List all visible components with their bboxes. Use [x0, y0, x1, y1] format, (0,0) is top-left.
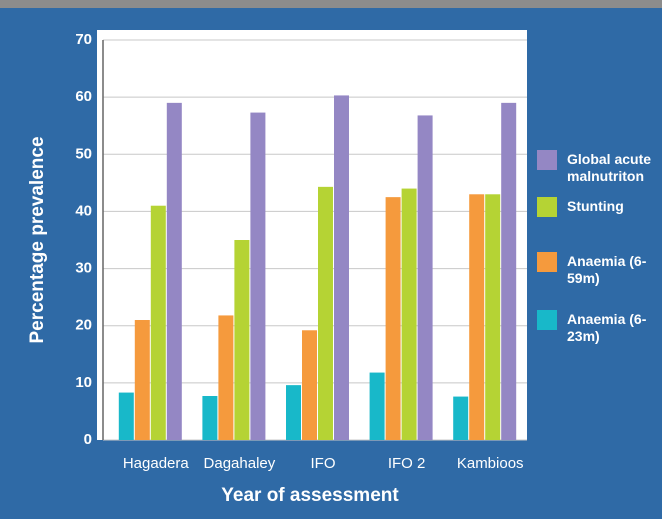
x-tick-label: Kambioos — [457, 455, 524, 472]
bar — [485, 194, 501, 440]
legend-label: Global acute malnutriton — [567, 151, 652, 184]
bar — [218, 315, 234, 440]
bar — [286, 385, 301, 440]
x-tick-label: IFO — [311, 455, 336, 472]
y-tick-label: 20 — [75, 317, 92, 334]
legend-swatch — [537, 197, 557, 217]
bar — [369, 372, 385, 440]
x-tick-label: IFO 2 — [388, 455, 426, 472]
legend-swatch — [537, 310, 557, 330]
x-tick-label: Dagahaley — [204, 455, 276, 472]
bar — [302, 330, 317, 440]
legend-swatch — [537, 150, 557, 170]
bar — [385, 197, 401, 440]
legend-swatch — [537, 252, 557, 272]
bar — [150, 205, 166, 440]
bar — [234, 240, 250, 440]
bar — [250, 112, 266, 441]
legend-label: Anaemia (6-59m) — [567, 253, 647, 286]
y-tick-label: 40 — [75, 202, 92, 219]
bar — [134, 320, 150, 440]
bar — [166, 102, 182, 440]
top-stripe — [0, 0, 662, 8]
legend-label: Anaemia (6-23m) — [567, 311, 647, 344]
bar — [401, 188, 417, 440]
y-tick-label: 10 — [75, 374, 92, 391]
y-tick-label: 70 — [75, 31, 92, 48]
bar — [318, 186, 333, 440]
y-tick-label: 0 — [84, 431, 92, 448]
bar — [417, 115, 433, 440]
y-axis-label: Percentage prevalence — [27, 136, 48, 343]
bar — [453, 396, 469, 440]
y-tick-label: 50 — [75, 145, 92, 162]
bar — [118, 392, 134, 440]
legend-label: Stunting — [567, 198, 624, 214]
x-axis-label: Year of assessment — [221, 485, 399, 506]
bar — [334, 95, 349, 440]
x-tick-label: Hagadera — [123, 455, 190, 472]
bar — [501, 102, 517, 440]
bar — [469, 194, 485, 440]
y-tick-label: 60 — [75, 88, 92, 105]
bar — [202, 396, 218, 440]
y-tick-label: 30 — [75, 260, 92, 277]
